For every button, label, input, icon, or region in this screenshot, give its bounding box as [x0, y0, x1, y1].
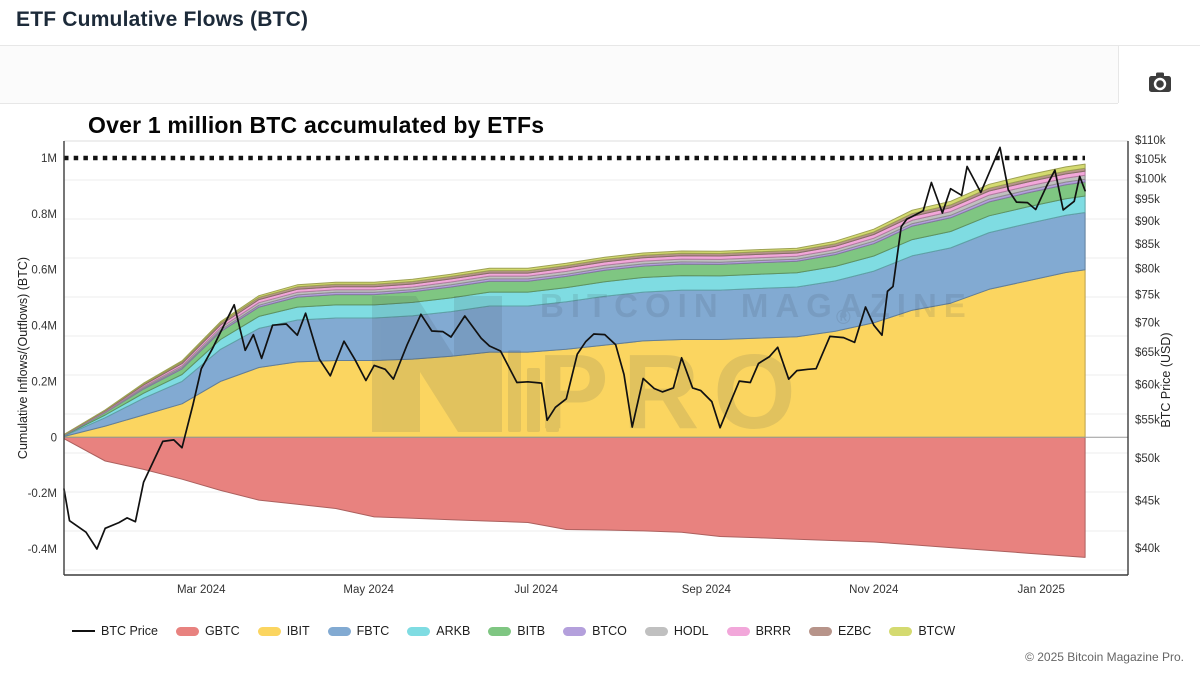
svg-text:Sep 2024: Sep 2024	[682, 584, 732, 596]
legend-item-ibit[interactable]: IBIT	[257, 624, 310, 638]
copyright-text: © 2025 Bitcoin Magazine Pro.	[1025, 650, 1184, 664]
legend-swatch-fbtc	[327, 626, 351, 636]
legend-label: GBTC	[204, 624, 240, 638]
svg-text:$100k: $100k	[1135, 173, 1167, 185]
svg-text:$105k: $105k	[1135, 154, 1167, 166]
legend-swatch-btcw	[889, 626, 913, 636]
svg-text:0.6M: 0.6M	[31, 265, 57, 277]
svg-text:$90k: $90k	[1135, 216, 1160, 228]
screenshot-button[interactable]	[1142, 68, 1178, 98]
legend-label: EZBC	[837, 624, 872, 638]
legend-item-btco[interactable]: BTCO	[563, 624, 627, 638]
legend-label: BTCW	[918, 624, 956, 638]
svg-text:0.4M: 0.4M	[31, 321, 57, 333]
legend-item-hodl[interactable]: HODL	[644, 624, 709, 638]
svg-text:$95k: $95k	[1135, 194, 1160, 206]
watermark: BITCOIN MAGAZINE PRO ®	[372, 287, 973, 451]
legend-label: BTC Price	[101, 624, 158, 638]
chart-legend: BTC Price GBTC IBIT FBTC ARKB BITB BTCO HODL BRR…	[72, 624, 955, 638]
legend-item-arkb[interactable]: ARKB	[407, 624, 470, 638]
svg-text:PRO: PRO	[538, 333, 810, 451]
legend-label: BRRR	[755, 624, 791, 638]
header-divider	[0, 45, 1200, 46]
svg-text:$55k: $55k	[1135, 415, 1160, 427]
legend-item-ezbc[interactable]: EZBC	[808, 624, 872, 638]
svg-text:$70k: $70k	[1135, 317, 1160, 329]
svg-text:$85k: $85k	[1135, 239, 1160, 251]
svg-text:-0.2M: -0.2M	[28, 488, 57, 500]
chart-annotation-title: Over 1 million BTC accumulated by ETFs	[88, 112, 545, 138]
svg-text:0.2M: 0.2M	[31, 376, 57, 388]
legend-swatch-ibit	[257, 626, 281, 636]
axes	[63, 141, 1129, 576]
svg-text:$45k: $45k	[1135, 495, 1160, 507]
svg-text:Mar 2024: Mar 2024	[177, 584, 226, 596]
legend-swatch-bitb	[488, 626, 512, 636]
svg-text:$60k: $60k	[1135, 379, 1160, 391]
svg-text:Jan 2025: Jan 2025	[1018, 584, 1065, 596]
toolbar-strip	[0, 46, 1118, 103]
right-axis-title: BTC Price (USD)	[1159, 332, 1173, 427]
legend-label: ARKB	[436, 624, 471, 638]
legend-swatch-btc-price	[72, 630, 95, 632]
area-gbtc[interactable]	[63, 436, 1086, 558]
page-header: ETF Cumulative Flows (BTC)	[16, 8, 308, 32]
btc-price-line[interactable]	[63, 146, 1086, 550]
svg-text:$75k: $75k	[1135, 289, 1160, 301]
legend-label: BTCO	[592, 624, 627, 638]
stacked-areas[interactable]	[63, 163, 1086, 558]
svg-text:$110k: $110k	[1135, 135, 1166, 147]
page-title: ETF Cumulative Flows (BTC)	[16, 8, 309, 31]
legend-item-bitb[interactable]: BITB	[488, 624, 545, 638]
svg-text:$50k: $50k	[1135, 453, 1160, 465]
legend-item-fbtc[interactable]: FBTC	[327, 624, 390, 638]
legend-item-gbtc[interactable]: GBTC	[175, 624, 240, 638]
legend-item-btc-price[interactable]: BTC Price	[72, 624, 158, 638]
legend-swatch-arkb	[407, 626, 431, 636]
legend-label: HODL	[673, 624, 709, 638]
svg-text:0: 0	[51, 432, 57, 444]
toolbar-divider	[1118, 46, 1119, 103]
legend-swatch-hodl	[644, 626, 668, 636]
legend-label: FBTC	[356, 624, 390, 638]
legend-label: BITB	[517, 624, 546, 638]
legend-swatch-btco	[563, 626, 587, 636]
svg-text:0.8M: 0.8M	[31, 209, 57, 221]
svg-text:May 2024: May 2024	[343, 584, 394, 596]
legend-item-btcw[interactable]: BTCW	[889, 624, 955, 638]
legend-swatch-brrr	[726, 626, 750, 636]
legend-swatch-ezbc	[808, 626, 832, 636]
tick-labels: 1M 0.8M 0.6M 0.4M 0.2M 0 -0.2M -0.4M $110k $105k $…	[28, 135, 1167, 596]
legend-swatch-gbtc	[175, 626, 199, 636]
toolbar-bottom-divider	[0, 103, 1118, 104]
svg-text:1M: 1M	[41, 153, 57, 165]
svg-text:Jul 2024: Jul 2024	[514, 584, 558, 596]
svg-text:$40k: $40k	[1135, 543, 1160, 555]
legend-item-brrr[interactable]: BRRR	[726, 624, 791, 638]
svg-text:Nov 2024: Nov 2024	[849, 584, 899, 596]
svg-text:®: ®	[836, 307, 851, 329]
camera-icon	[1149, 72, 1171, 92]
svg-text:-0.4M: -0.4M	[28, 544, 57, 556]
left-axis-title: Cumulative Inflows/(Outflows) (BTC)	[16, 257, 30, 459]
area-btcw[interactable]	[63, 163, 1086, 436]
legend-label: IBIT	[286, 624, 310, 638]
svg-text:BITCOIN MAGAZINE: BITCOIN MAGAZINE	[540, 287, 973, 324]
svg-text:$65k: $65k	[1135, 347, 1160, 359]
svg-text:$80k: $80k	[1135, 263, 1160, 275]
